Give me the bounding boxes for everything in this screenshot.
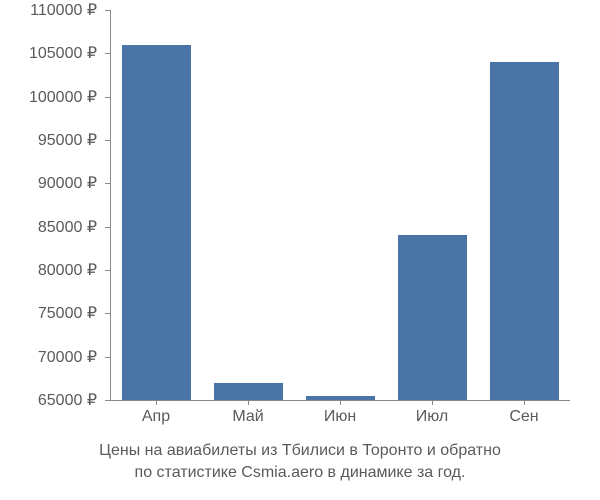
x-tick-label: Апр	[142, 408, 170, 426]
y-tick-mark	[105, 357, 110, 358]
plot-area	[110, 10, 570, 400]
y-tick-mark	[105, 97, 110, 98]
x-tick-mark	[156, 400, 157, 405]
chart-caption: Цены на авиабилеты из Тбилиси в Торонто …	[0, 440, 600, 483]
caption-line-2: по статистике Csmia.aero в динамике за г…	[135, 464, 466, 481]
y-tick-mark	[105, 227, 110, 228]
y-tick-label: 100000 ₽	[29, 87, 97, 107]
x-tick-mark	[524, 400, 525, 405]
x-tick-label: Май	[232, 408, 263, 426]
y-tick-label: 65000 ₽	[38, 390, 97, 410]
bar-chart: 65000 ₽ 70000 ₽ 75000 ₽ 80000 ₽ 85000 ₽ 90000…	[0, 0, 600, 500]
y-tick-label: 80000 ₽	[38, 260, 97, 280]
y-tick-mark	[105, 400, 110, 401]
bar	[490, 62, 559, 400]
y-tick-label: 90000 ₽	[38, 173, 97, 193]
y-tick-label: 70000 ₽	[38, 347, 97, 367]
x-tick-mark	[340, 400, 341, 405]
x-tick-label: Июл	[416, 408, 448, 426]
y-tick-mark	[105, 53, 110, 54]
bar	[398, 235, 467, 400]
y-tick-mark	[105, 10, 110, 11]
x-tick-label: Сен	[509, 408, 538, 426]
bar	[122, 45, 191, 400]
y-tick-label: 105000 ₽	[29, 43, 97, 63]
x-tick-mark	[432, 400, 433, 405]
y-axis: 65000 ₽70000 ₽75000 ₽80000 ₽85000 ₽90000…	[0, 10, 105, 400]
y-tick-label: 85000 ₽	[38, 217, 97, 237]
x-tick-label: Июн	[324, 408, 356, 426]
bars-group	[110, 10, 570, 400]
y-tick-label: 110000 ₽	[30, 0, 97, 20]
y-tick-mark	[105, 313, 110, 314]
y-tick-mark	[105, 140, 110, 141]
x-tick-mark	[248, 400, 249, 405]
y-tick-label: 75000 ₽	[38, 303, 97, 323]
y-tick-mark	[105, 270, 110, 271]
bar	[214, 383, 283, 400]
y-tick-label: 95000 ₽	[38, 130, 97, 150]
caption-line-1: Цены на авиабилеты из Тбилиси в Торонто …	[99, 442, 501, 459]
y-tick-mark	[105, 183, 110, 184]
